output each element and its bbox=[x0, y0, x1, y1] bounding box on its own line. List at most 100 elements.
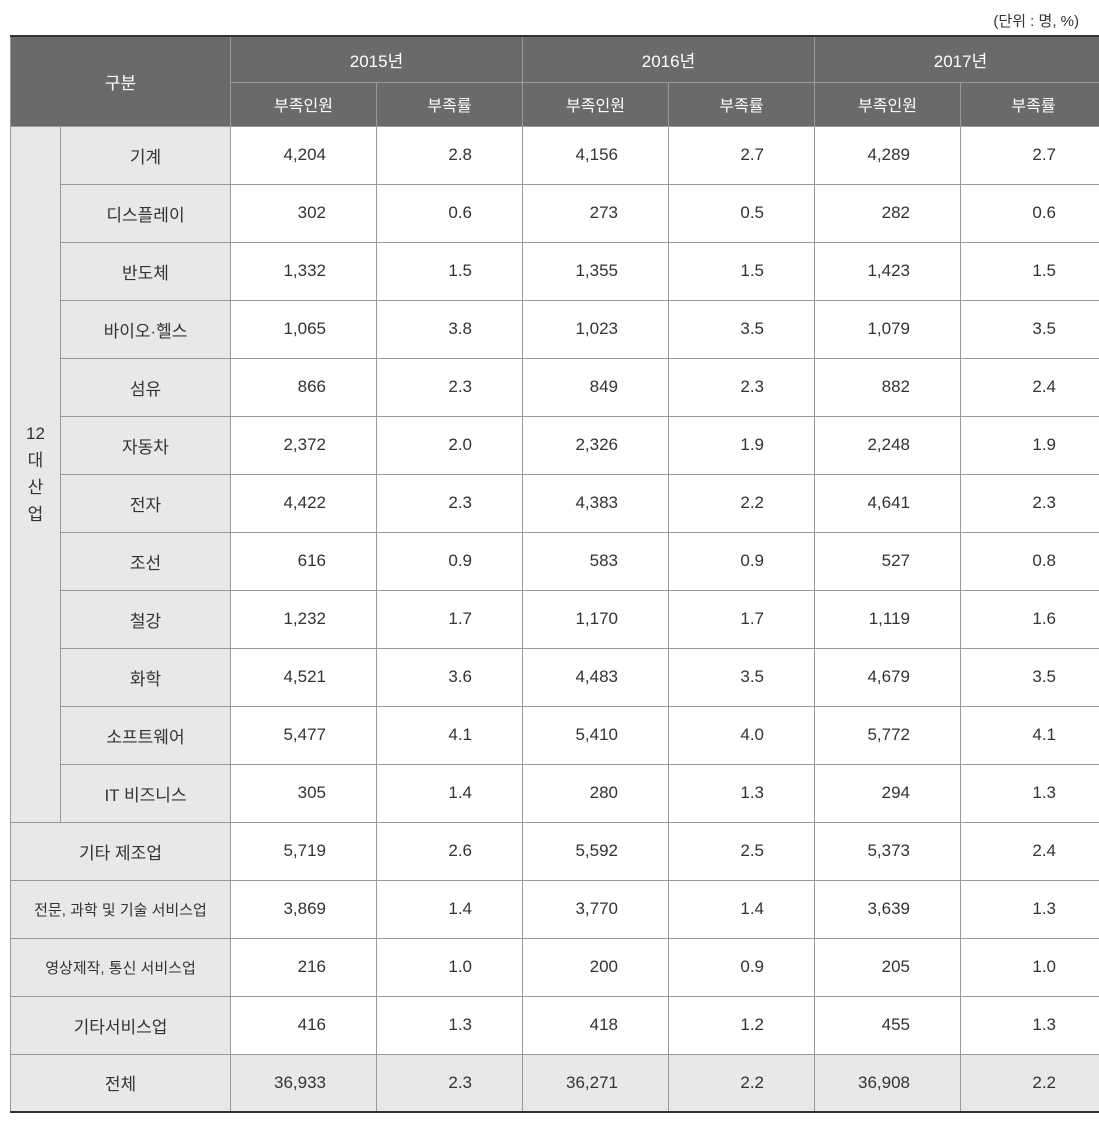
header-sub-1: 부족률 bbox=[377, 82, 523, 126]
table-body: 12대산업기계4,2042.84,1562.74,2892.7디스플레이302 0… bbox=[11, 126, 1099, 1112]
table-cell: 200 bbox=[523, 938, 669, 996]
table-row: 철강1,2321.71,1701.71,1191.6 bbox=[11, 590, 1099, 648]
table-cell: 2.4 bbox=[961, 822, 1099, 880]
table-cell: 2.2 bbox=[669, 1054, 815, 1112]
table-cell: 455 bbox=[815, 996, 961, 1054]
row-label: 기계 bbox=[61, 126, 231, 184]
table-cell: 527 bbox=[815, 532, 961, 590]
table-cell: 4,422 bbox=[231, 474, 377, 532]
header-category: 구분 bbox=[11, 36, 231, 126]
row-label-total: 전체 bbox=[11, 1054, 231, 1112]
table-cell: 3.5 bbox=[669, 300, 815, 358]
row-label: 반도체 bbox=[61, 242, 231, 300]
table-row: 기타서비스업4161.34181.24551.3 bbox=[11, 996, 1099, 1054]
table-cell: 0.9 bbox=[377, 532, 523, 590]
table-cell: 5,477 bbox=[231, 706, 377, 764]
table-row: 화학4,5213.64,4833.54,6793.5 bbox=[11, 648, 1099, 706]
table-cell: 1.3 bbox=[961, 764, 1099, 822]
table-cell: 616 bbox=[231, 532, 377, 590]
table-cell: 2.2 bbox=[669, 474, 815, 532]
table-row: 섬유8662.38492.38822.4 bbox=[11, 358, 1099, 416]
table-cell: 2.4 bbox=[961, 358, 1099, 416]
row-label: 전자 bbox=[61, 474, 231, 532]
row-label: 전문, 과학 및 기술 서비스업 bbox=[11, 880, 231, 938]
table-cell: 4.1 bbox=[377, 706, 523, 764]
table-cell: 5,410 bbox=[523, 706, 669, 764]
row-label: 화학 bbox=[61, 648, 231, 706]
table-cell: 4,483 bbox=[523, 648, 669, 706]
table-cell: 36,933 bbox=[231, 1054, 377, 1112]
row-label: 섬유 bbox=[61, 358, 231, 416]
table-cell: 3.6 bbox=[377, 648, 523, 706]
table-cell: 3.5 bbox=[961, 648, 1099, 706]
table-row: 디스플레이3020.62730.52820.6 bbox=[11, 184, 1099, 242]
table-cell: 1,170 bbox=[523, 590, 669, 648]
table-cell: 1.9 bbox=[669, 416, 815, 474]
table-cell: 305 bbox=[231, 764, 377, 822]
table-cell: 1.5 bbox=[669, 242, 815, 300]
table-cell: 3,869 bbox=[231, 880, 377, 938]
table-cell: 1,065 bbox=[231, 300, 377, 358]
table-cell: 3,770 bbox=[523, 880, 669, 938]
table-cell: 2,248 bbox=[815, 416, 961, 474]
table-cell: 2.6 bbox=[377, 822, 523, 880]
table-cell: 3,639 bbox=[815, 880, 961, 938]
header-sub-3: 부족률 bbox=[669, 82, 815, 126]
row-label: 소프트웨어 bbox=[61, 706, 231, 764]
table-cell: 1.3 bbox=[669, 764, 815, 822]
header-year-2015: 2015년 bbox=[231, 36, 523, 82]
table-cell: 1.3 bbox=[961, 880, 1099, 938]
table-cell: 1.4 bbox=[377, 764, 523, 822]
table-cell: 294 bbox=[815, 764, 961, 822]
total-row: 전체36,9332.336,2712.236,9082.2 bbox=[11, 1054, 1099, 1112]
row-label: 기타서비스업 bbox=[11, 996, 231, 1054]
table-cell: 0.5 bbox=[669, 184, 815, 242]
table-row: 12대산업기계4,2042.84,1562.74,2892.7 bbox=[11, 126, 1099, 184]
table-cell: 4,204 bbox=[231, 126, 377, 184]
table-cell: 3.5 bbox=[669, 648, 815, 706]
table-header: 구분 2015년 2016년 2017년 부족인원 부족률 부족인원 부족률 부… bbox=[11, 36, 1099, 126]
table-cell: 1.0 bbox=[961, 938, 1099, 996]
table-cell: 4.1 bbox=[961, 706, 1099, 764]
table-cell: 1,232 bbox=[231, 590, 377, 648]
group-header: 12대산업 bbox=[11, 126, 61, 822]
row-label: IT 비즈니스 bbox=[61, 764, 231, 822]
header-sub-4: 부족인원 bbox=[815, 82, 961, 126]
row-label: 영상제작, 통신 서비스업 bbox=[11, 938, 231, 996]
table-cell: 0.8 bbox=[961, 532, 1099, 590]
table-cell: 583 bbox=[523, 532, 669, 590]
table-cell: 4,641 bbox=[815, 474, 961, 532]
row-label: 자동차 bbox=[61, 416, 231, 474]
row-label: 디스플레이 bbox=[61, 184, 231, 242]
table-cell: 302 bbox=[231, 184, 377, 242]
table-cell: 280 bbox=[523, 764, 669, 822]
table-cell: 1.5 bbox=[377, 242, 523, 300]
table-cell: 882 bbox=[815, 358, 961, 416]
table-cell: 5,772 bbox=[815, 706, 961, 764]
header-sub-0: 부족인원 bbox=[231, 82, 377, 126]
table-cell: 4.0 bbox=[669, 706, 815, 764]
table-row: 영상제작, 통신 서비스업2161.02000.92051.0 bbox=[11, 938, 1099, 996]
header-sub-5: 부족률 bbox=[961, 82, 1099, 126]
table-row: 조선6160.95830.95270.8 bbox=[11, 532, 1099, 590]
table-cell: 1,332 bbox=[231, 242, 377, 300]
table-cell: 1.9 bbox=[961, 416, 1099, 474]
table-row: 반도체1,3321.51,3551.51,4231.5 bbox=[11, 242, 1099, 300]
table-cell: 4,156 bbox=[523, 126, 669, 184]
table-cell: 416 bbox=[231, 996, 377, 1054]
header-year-2016: 2016년 bbox=[523, 36, 815, 82]
table-cell: 0.6 bbox=[961, 184, 1099, 242]
row-label: 철강 bbox=[61, 590, 231, 648]
table-row: 자동차2,3722.02,3261.92,2481.9 bbox=[11, 416, 1099, 474]
table-cell: 2.7 bbox=[669, 126, 815, 184]
table-cell: 4,289 bbox=[815, 126, 961, 184]
table-cell: 2.8 bbox=[377, 126, 523, 184]
table-cell: 2.2 bbox=[961, 1054, 1099, 1112]
table-cell: 4,679 bbox=[815, 648, 961, 706]
table-row: 기타 제조업5,7192.65,5922.55,3732.4 bbox=[11, 822, 1099, 880]
table-cell: 1.0 bbox=[377, 938, 523, 996]
row-label: 바이오·헬스 bbox=[61, 300, 231, 358]
table-cell: 2.5 bbox=[669, 822, 815, 880]
table-cell: 273 bbox=[523, 184, 669, 242]
table-cell: 2.3 bbox=[377, 1054, 523, 1112]
